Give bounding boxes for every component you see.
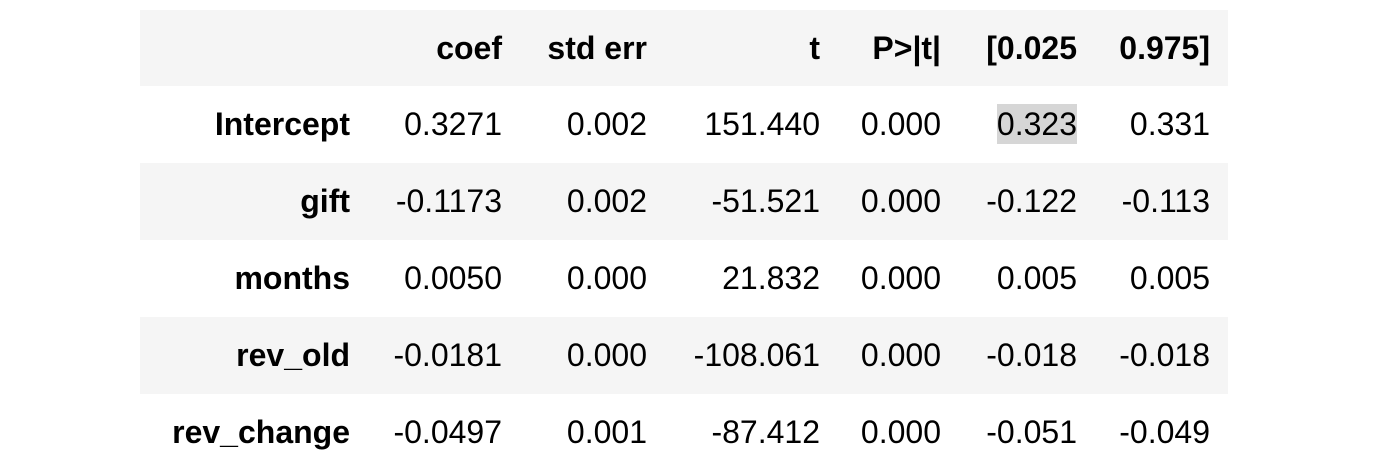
ci-low-cell: -0.018 (986, 337, 1077, 373)
header-coef: coef (436, 29, 502, 66)
header-p-value: P>|t| (872, 29, 941, 66)
row-label: months (234, 260, 350, 296)
ci-low-cell: -0.051 (986, 414, 1077, 450)
row-label: rev_change (172, 414, 350, 450)
header-blank (140, 10, 350, 86)
ci-high-cell: 0.331 (1129, 106, 1210, 142)
regression-results-table: coef std err t P>|t| [0.025 0.975] Inter… (140, 10, 1228, 471)
ci-high-cell: -0.049 (1119, 414, 1210, 450)
std-err-cell: 0.001 (566, 414, 647, 450)
header-ci-high: 0.975] (1119, 29, 1210, 66)
table-row: rev_old -0.0181 0.000 -108.061 0.000 -0.… (140, 317, 1228, 394)
p-value-cell: 0.000 (860, 183, 941, 219)
t-cell: 21.832 (722, 260, 820, 296)
ci-high-cell: 0.005 (1129, 260, 1210, 296)
table-row: rev_change -0.0497 0.001 -87.412 0.000 -… (140, 394, 1228, 471)
table-row: months 0.0050 0.000 21.832 0.000 0.005 0… (140, 240, 1228, 317)
std-err-cell: 0.000 (566, 337, 647, 373)
coef-cell: -0.0181 (393, 337, 502, 373)
header-t: t (809, 29, 820, 66)
std-err-cell: 0.000 (566, 260, 647, 296)
table-row: gift -0.1173 0.002 -51.521 0.000 -0.122 … (140, 163, 1228, 240)
row-label: rev_old (236, 337, 350, 373)
header-ci-low: [0.025 (986, 29, 1077, 66)
t-cell: -87.412 (711, 414, 820, 450)
ci-high-cell: -0.018 (1119, 337, 1210, 373)
std-err-cell: 0.002 (566, 183, 647, 219)
p-value-cell: 0.000 (860, 414, 941, 450)
p-value-cell: 0.000 (860, 106, 941, 142)
header-row: coef std err t P>|t| [0.025 0.975] (140, 10, 1228, 86)
p-value-cell: 0.000 (860, 337, 941, 373)
row-label: Intercept (214, 106, 350, 142)
coef-cell: 0.0050 (404, 260, 502, 296)
coef-cell: -0.1173 (395, 183, 502, 219)
t-cell: 151.440 (704, 106, 820, 142)
std-err-cell: 0.002 (566, 106, 647, 142)
row-label: gift (300, 183, 350, 219)
ci-high-cell: -0.113 (1121, 183, 1210, 219)
coef-cell: 0.3271 (404, 106, 502, 142)
ci-low-cell: 0.323 (941, 86, 1077, 163)
ci-low-cell: 0.005 (996, 260, 1077, 296)
table-row: Intercept 0.3271 0.002 151.440 0.000 0.3… (140, 86, 1228, 163)
p-value-cell: 0.000 (860, 260, 941, 296)
ci-low-cell: -0.122 (986, 183, 1077, 219)
coef-cell: -0.0497 (393, 414, 502, 450)
t-cell: -51.521 (711, 183, 820, 219)
t-cell: -108.061 (693, 337, 820, 373)
header-std-err: std err (547, 29, 647, 66)
highlighted-value: 0.323 (996, 104, 1077, 144)
